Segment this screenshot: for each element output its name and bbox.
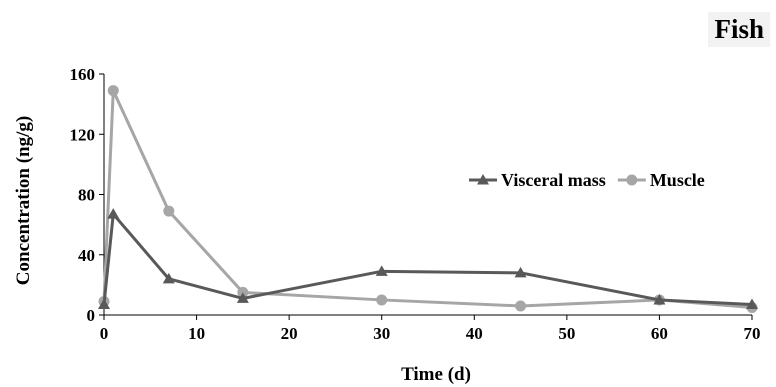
series-line-muscle	[102, 89, 753, 309]
data-point-muscle	[163, 205, 175, 217]
data-point-visceral-mass	[107, 208, 120, 219]
x-tick-label: 10	[188, 324, 205, 343]
x-axis-label: Time (d)	[401, 364, 471, 385]
y-tick-label: 120	[70, 125, 96, 144]
data-point-muscle	[515, 300, 527, 312]
series-layer	[98, 85, 758, 313]
x-tick-label: 20	[281, 324, 298, 343]
data-point-muscle	[237, 286, 249, 298]
axes	[103, 74, 752, 316]
y-tick-label: 80	[78, 186, 95, 205]
data-point-visceral-mass	[236, 292, 249, 303]
data-point-visceral-mass	[746, 298, 758, 309]
legend: Visceral mass Muscle	[469, 170, 705, 190]
x-tick-label: 30	[373, 324, 390, 343]
series-visceral-mass	[98, 208, 758, 309]
x-tick-label: 60	[651, 324, 668, 343]
y-tick-label: 160	[70, 65, 96, 84]
legend-marker	[626, 174, 638, 186]
legend-item-visceral-mass: Visceral mass	[469, 170, 606, 190]
data-point-visceral-mass	[162, 272, 175, 284]
series-muscle	[98, 85, 758, 313]
x-tick-label: 0	[100, 324, 109, 343]
y-axis-label: Concentration (ng/g)	[13, 116, 34, 285]
legend-item-muscle: Muscle	[617, 170, 705, 190]
data-point-visceral-mass	[514, 266, 527, 278]
data-point-visceral-mass	[98, 298, 110, 309]
x-tick-label: 70	[744, 324, 761, 343]
x-tick-label: 40	[466, 324, 483, 343]
data-point-visceral-mass	[375, 265, 388, 276]
legend-label: Muscle	[650, 170, 705, 190]
x-ticks: 0 10 20 30 40 50 60 70	[100, 315, 761, 343]
legend-label: Visceral mass	[501, 170, 606, 190]
data-point-muscle	[376, 294, 388, 306]
y-ticks: 0 40 80 120 160	[70, 65, 104, 325]
data-point-muscle	[107, 85, 119, 97]
data-point-visceral-mass	[653, 293, 666, 305]
y-tick-label: 40	[78, 246, 95, 265]
x-tick-label: 50	[558, 324, 575, 343]
panel-label: Fish	[708, 12, 770, 47]
y-tick-label: 0	[87, 306, 96, 325]
legend-marker	[477, 174, 489, 185]
series-line-visceral-mass	[102, 212, 753, 306]
